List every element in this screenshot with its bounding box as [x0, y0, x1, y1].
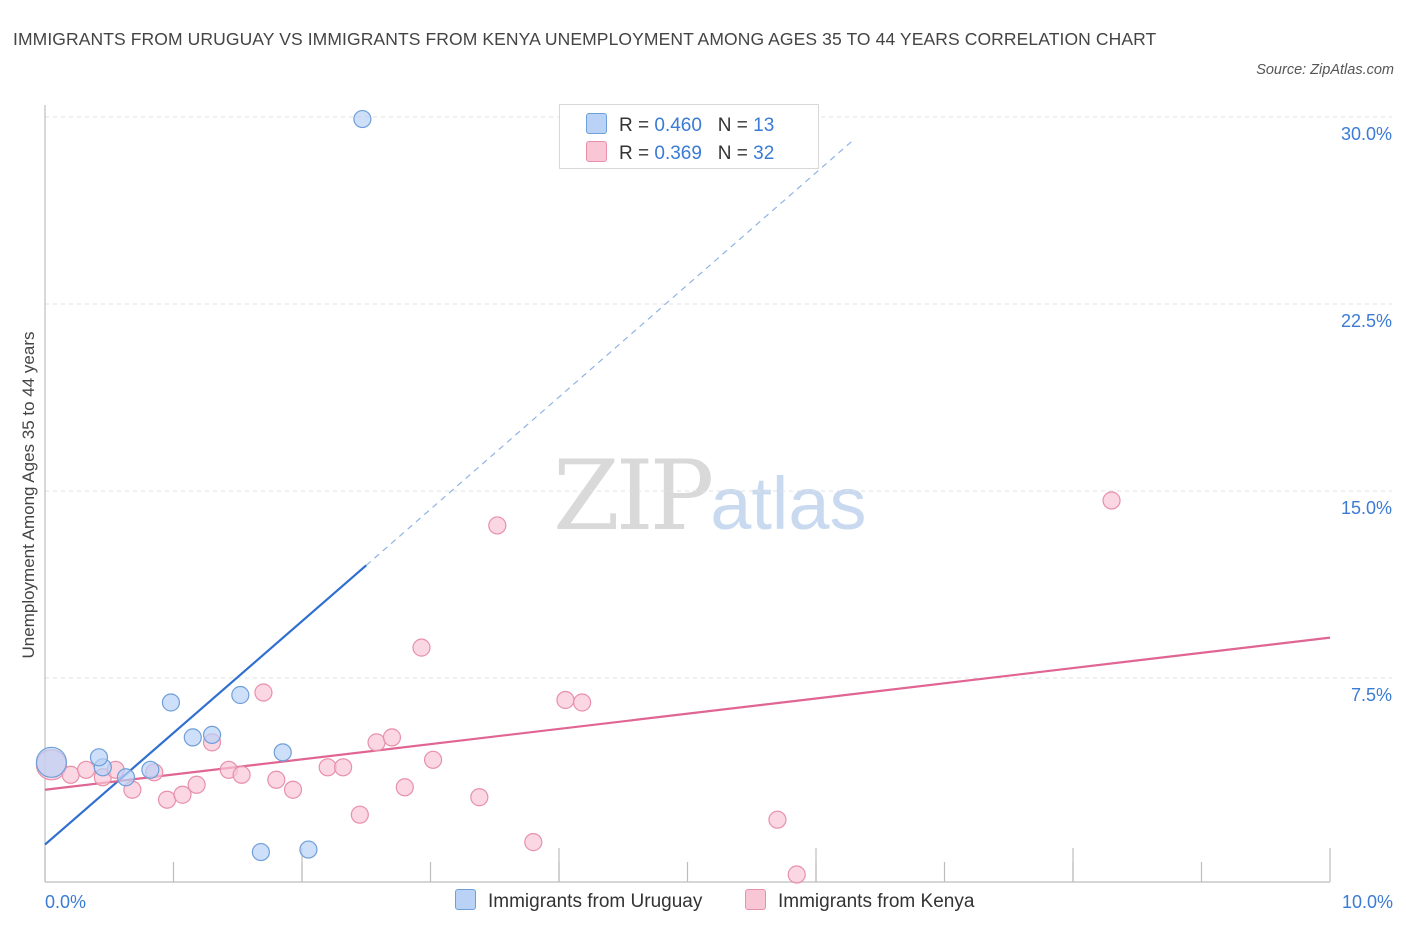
trend-line-kenya [44, 636, 1331, 791]
data-point-kenya [787, 865, 806, 884]
watermark-zip: ZIP [553, 440, 714, 552]
data-point-uruguay [89, 748, 109, 767]
data-point-uruguay [35, 746, 68, 778]
data-points [35, 109, 1121, 884]
data-point-kenya [157, 790, 177, 809]
legend-swatch-kenya [586, 141, 607, 162]
y-tick-label: 30.0% [1341, 124, 1392, 144]
legend-r-value: 0.369 [654, 143, 702, 164]
data-point-uruguay [141, 760, 160, 779]
data-point-kenya [395, 778, 414, 797]
legend-swatch-uruguay [586, 113, 607, 134]
legend-r-label: R = [619, 143, 650, 164]
x-tick-label: 0.0% [45, 892, 86, 912]
data-point-uruguay [231, 685, 250, 705]
data-point-kenya [232, 765, 251, 784]
data-point-uruguay [251, 842, 270, 862]
data-point-kenya [367, 733, 386, 752]
legend-row-uruguay: R = 0.460 N = 13 [586, 113, 775, 136]
data-point-kenya [382, 728, 402, 747]
data-point-uruguay [353, 109, 372, 129]
trend-line-uruguay-extension [365, 138, 855, 566]
legend-swatch-uruguay [455, 889, 476, 910]
data-point-uruguay [183, 728, 202, 747]
watermark: ZIPatlas [553, 440, 867, 552]
watermark-atlas: atlas [710, 462, 867, 545]
legend-r-label: R = [619, 115, 650, 136]
y-tick-label: 15.0% [1341, 498, 1392, 518]
data-point-uruguay [299, 840, 318, 859]
y-tick-label: 7.5% [1351, 685, 1392, 705]
data-point-kenya [573, 693, 592, 712]
data-point-kenya [524, 833, 543, 852]
y-tick-label: 22.5% [1341, 311, 1392, 331]
legend-n-value: 32 [753, 143, 775, 164]
data-point-uruguay [273, 743, 292, 762]
data-point-kenya [488, 516, 507, 535]
trend-lines [44, 138, 1331, 846]
data-point-kenya [470, 788, 489, 807]
data-point-kenya [1102, 491, 1121, 510]
data-point-uruguay [202, 725, 222, 744]
grid-lines [45, 116, 1392, 679]
data-point-kenya [334, 758, 353, 777]
source-label: Source: ZipAtlas.com [1256, 62, 1394, 78]
data-point-kenya [77, 760, 96, 779]
data-point-kenya [267, 770, 286, 789]
legend-item-uruguay[interactable]: Immigrants from Uruguay [455, 889, 702, 913]
y-axis-label: Unemployment Among Ages 35 to 44 years [19, 332, 38, 659]
data-point-kenya [187, 775, 206, 794]
data-point-uruguay [161, 693, 181, 712]
data-point-kenya [173, 785, 192, 804]
legend-n-label: N = [717, 115, 748, 136]
data-point-kenya [412, 638, 431, 657]
legend-n-value: 13 [753, 115, 775, 136]
trend-line-uruguay [44, 564, 367, 846]
legend-row-kenya: R = 0.369 N = 32 [586, 141, 775, 164]
legend-label-kenya: Immigrants from Kenya [778, 891, 975, 912]
data-point-kenya [318, 758, 337, 777]
legend-n-label: N = [717, 143, 748, 164]
data-point-uruguay [116, 768, 136, 787]
tick-labels: 7.5% 15.0% 22.5% 30.0% 0.0% 10.0% [45, 124, 1393, 912]
data-point-kenya [556, 690, 575, 710]
legend-item-kenya[interactable]: Immigrants from Kenya [745, 889, 974, 913]
data-point-kenya [423, 750, 443, 769]
axes [44, 105, 1331, 883]
correlation-legend: R = 0.460 N = 13 R = 0.369 N = 32 [559, 104, 819, 169]
chart-title: IMMIGRANTS FROM URUGUAY VS IMMIGRANTS FR… [13, 29, 1157, 49]
legend-label-uruguay: Immigrants from Uruguay [488, 891, 703, 912]
data-point-kenya [254, 683, 273, 702]
data-point-kenya [283, 780, 303, 799]
legend-r-value: 0.460 [654, 115, 702, 136]
data-point-kenya [350, 805, 369, 824]
legend-swatch-kenya [745, 889, 766, 910]
data-point-kenya [768, 810, 787, 829]
x-tick-label: 10.0% [1342, 892, 1393, 912]
